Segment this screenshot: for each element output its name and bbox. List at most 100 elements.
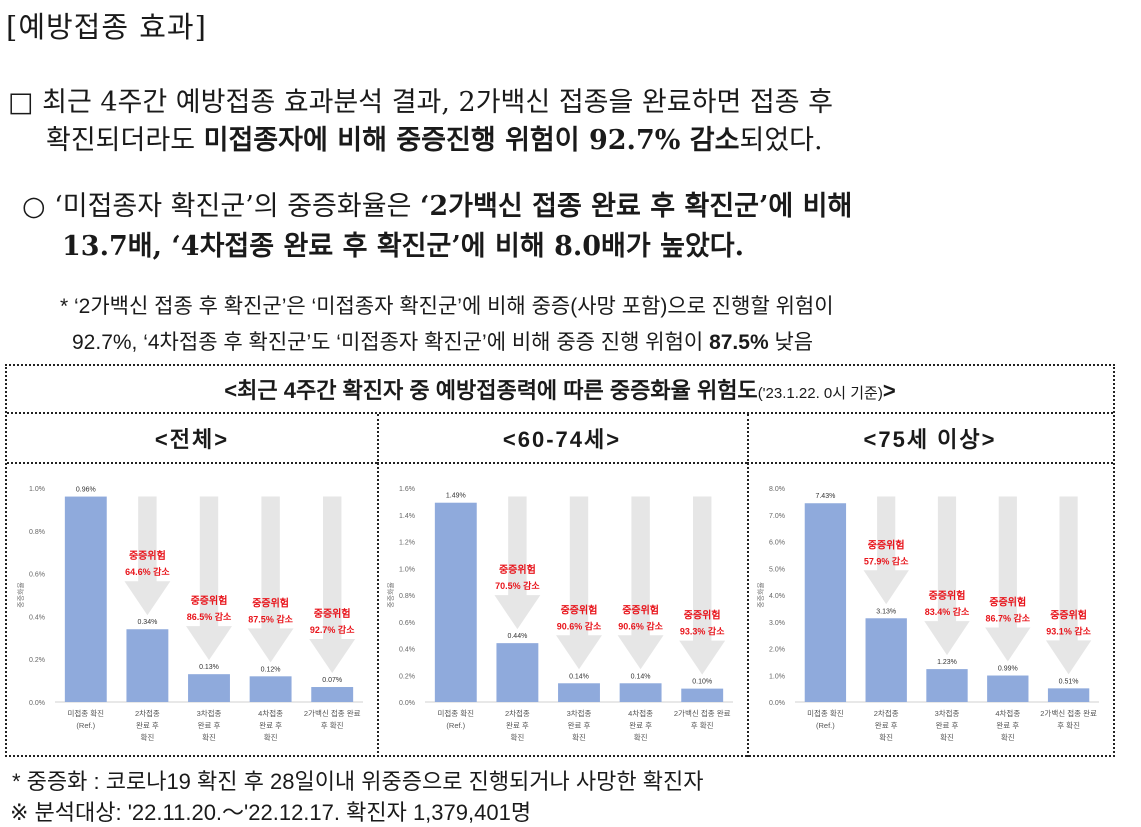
x-category-label: (Ref.) [816, 721, 835, 730]
chart-panel-75-plus: 중증화율 0.0% 1.0% 2.0% 3.0% 4.0% 5.0% 6.0% 7.0% 8.0%… [751, 466, 1109, 756]
bar [804, 503, 847, 702]
risk-label: 중증위험 [499, 563, 536, 576]
x-category-label: 완료 후 [568, 721, 591, 730]
bar [188, 674, 230, 702]
bar-value-label: 7.43% [815, 493, 835, 500]
reduction-arrow [863, 496, 909, 605]
bar [1047, 688, 1090, 702]
y-tick-label: 1.2% [399, 540, 415, 547]
bar-value-label: 0.96% [76, 487, 96, 494]
footnote-analysis-target: ※ 분석대상: '22.11.20.～'22.12.17. 확진자 1,379,… [10, 800, 532, 825]
y-tick-label: 1.0% [29, 486, 45, 493]
x-category-label: 완료 후 [259, 721, 282, 730]
y-tick-label: 0.6% [399, 620, 415, 627]
risk-label: 중증위험 [868, 538, 905, 551]
column-divider [747, 414, 749, 757]
bar [987, 675, 1029, 702]
y-tick-label: 0.0% [769, 700, 785, 707]
note-line-1: * ‘2가백신 접종 후 확진군’은 ‘미접종자 확진군’에 비해 중증(사망 … [60, 295, 834, 318]
reduction-label: 90.6% 감소 [557, 620, 602, 631]
x-category-label: 확진 [1001, 732, 1015, 742]
paragraph-2-text-a: ‘미접종자 확진군’의 중증화율은 [54, 191, 420, 222]
x-category-label: 확진 [510, 732, 524, 742]
paragraph-2-line-2: 13.7배, ‘4차접종 완료 후 확진군’에 비해 8.0배가 높았다. [62, 231, 745, 262]
reduction-label: 70.5% 감소 [495, 580, 540, 591]
y-tick-label: 0.0% [399, 700, 415, 707]
bar [865, 618, 907, 702]
bar-value-label: 0.14% [569, 673, 589, 680]
y-tick-label: 0.6% [29, 572, 45, 579]
x-category-label: 4차접종 [995, 709, 1020, 718]
risk-label: 중증위험 [561, 603, 598, 616]
reduction-label: 87.5% 감소 [248, 613, 293, 624]
x-category-label: 확진 [202, 732, 216, 742]
reduction-arrow [556, 496, 602, 670]
paragraph-1-line-1: □ 최근 4주간 예방접종 효과분석 결과, 2가백신 접종을 완료하면 접종 … [8, 80, 833, 119]
x-category-label: 완료 후 [936, 721, 959, 730]
x-category-label: 확진 [940, 732, 954, 742]
bar-value-label: 0.14% [631, 673, 651, 680]
bar [681, 688, 724, 702]
risk-label: 중증위험 [191, 594, 228, 607]
x-category-label: 완료 후 [996, 721, 1019, 730]
bar-value-label: 1.23% [937, 659, 957, 666]
bar-value-label: 0.44% [507, 633, 527, 640]
column-header-60-74: <60-74세> [377, 414, 747, 464]
x-category-label: 2차접종 [505, 709, 530, 718]
x-category-label: 확진 [264, 732, 278, 742]
risk-label: 중증위험 [684, 609, 721, 622]
x-category-label: 완료 후 [198, 721, 221, 730]
reduction-label: 93.1% 감소 [1046, 625, 1091, 636]
y-tick-label: 0.4% [399, 647, 415, 654]
x-category-label: 2가백신 접종 완료 [1040, 708, 1097, 718]
bar-value-label: 3.13% [876, 608, 896, 615]
bar [926, 669, 968, 702]
reduction-arrow [124, 496, 171, 616]
y-tick-label: 1.4% [399, 513, 415, 520]
square-bullet-icon: □ [8, 87, 34, 118]
x-category-label: 후 확진 [1057, 720, 1080, 730]
chart-panel-total: 중증화율 0.0% 0.2% 0.4% 0.6% 0.8% 1.0% 0.96% 미접종 확진 (… [11, 466, 373, 756]
x-category-label: 확진 [634, 732, 648, 742]
bar [434, 502, 477, 702]
x-category-label: 2가백신 접종 완료 [674, 708, 731, 718]
reduction-label: 83.4% 감소 [925, 606, 970, 617]
y-tick-label: 0.8% [399, 593, 415, 600]
x-category-label: 완료 후 [629, 721, 652, 730]
reduction-label: 86.7% 감소 [986, 613, 1031, 624]
y-axis-label: 중증화율 [387, 582, 395, 608]
bar-value-label: 0.07% [322, 677, 342, 684]
bar-value-label: 0.34% [137, 619, 157, 626]
column-header-total: <전체> [7, 414, 377, 464]
x-category-label: 3차접종 [935, 709, 960, 718]
x-category-label: 완료 후 [136, 721, 159, 730]
bar-chart-60-74: 중증화율 0.0% 0.2% 0.4% 0.6% 0.8% 1.0% 1.2% 1.4% 1.6%… [387, 486, 733, 742]
y-tick-label: 1.6% [399, 486, 415, 493]
reduction-label: 64.6% 감소 [125, 566, 170, 577]
reduction-arrow [494, 496, 541, 630]
x-category-label: 후 확진 [321, 720, 344, 730]
y-tick-label: 1.0% [769, 673, 785, 680]
bar-value-label: 0.99% [998, 666, 1018, 673]
bar-chart-75-plus: 중증화율 0.0% 1.0% 2.0% 3.0% 4.0% 5.0% 6.0% 7.0% 8.0%… [757, 486, 1099, 742]
y-tick-label: 0.8% [29, 529, 45, 536]
reduction-arrow [309, 496, 356, 674]
x-category-label: 미접종 확진 [68, 708, 105, 718]
bar-chart-total: 중증화율 0.0% 0.2% 0.4% 0.6% 0.8% 1.0% 0.96% 미접종 확진 (… [17, 486, 363, 742]
reduction-label: 93.3% 감소 [680, 626, 725, 637]
note-text-a: 92.7%, ‘4차접종 후 확진군’도 ‘미접종자 확진군’에 비해 중증 진… [72, 331, 710, 354]
risk-label: 중증위험 [252, 596, 289, 609]
reduction-label: 57.9% 감소 [864, 555, 909, 566]
column-divider [377, 414, 379, 757]
y-tick-label: 0.2% [399, 673, 415, 680]
paragraph-2-highlight: ‘2가백신 접종 완료 후 확진군’에 비해 [420, 191, 853, 222]
reduction-label: 86.5% 감소 [187, 611, 232, 622]
paragraph-1-text-c: 되었다. [739, 125, 823, 156]
bar [249, 676, 292, 702]
note-text-c: 낮음 [768, 331, 814, 354]
x-category-label: 4차접종 [628, 709, 653, 718]
bar-value-label: 1.49% [446, 493, 466, 500]
bar [311, 687, 354, 702]
x-category-label: (Ref.) [446, 721, 465, 730]
circle-bullet-icon: ○ [22, 191, 46, 222]
